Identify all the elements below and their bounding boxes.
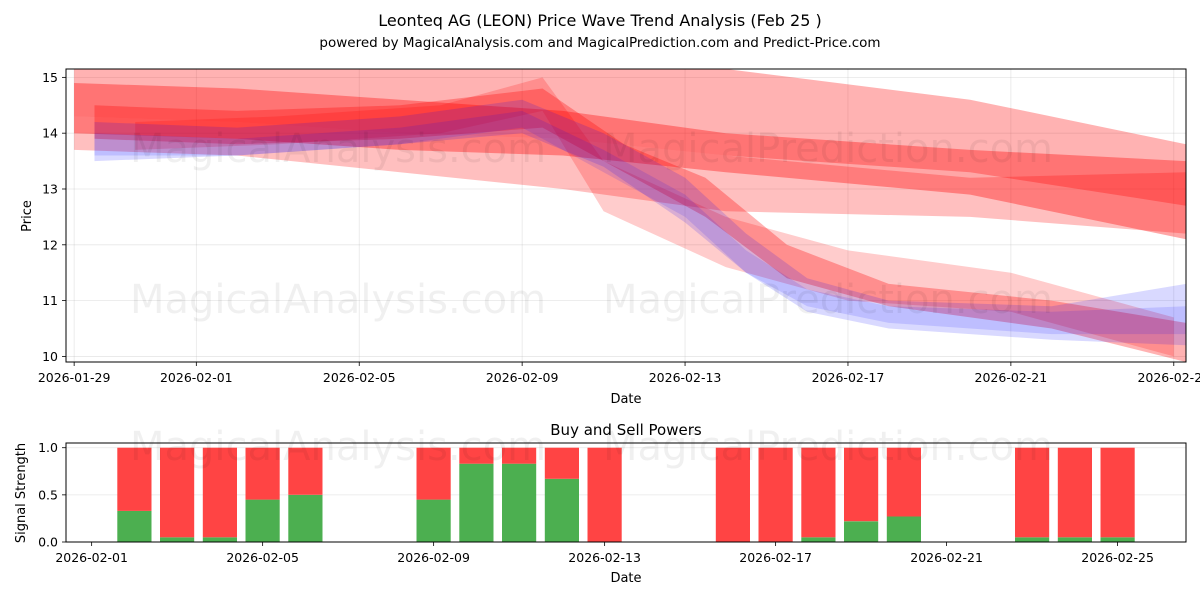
- watermark-bottom-left: MagicalAnalysis.com: [130, 424, 546, 470]
- price-wave-band-blue: [94, 110, 1186, 335]
- price-x-label: Date: [610, 392, 641, 407]
- price-wave-band-red: [135, 77, 1174, 357]
- signal-x-ticks: 2026-02-01 2026-02-05 2026-02-09 2026-02-13…: [55, 542, 1154, 565]
- buy-bar-2026-02-05: [245, 499, 280, 542]
- price-x-tick-label: 2026-02-09: [486, 370, 559, 385]
- price-wave-band-red: [74, 83, 1186, 240]
- signal-axes-frame: [65, 442, 1187, 543]
- sell-bar-2026-02-02: [117, 447, 152, 511]
- signal-x-tick-label: 2026-02-05: [226, 550, 299, 565]
- signal-x-tick-label: 2026-02-09: [397, 550, 470, 565]
- buy-bar-2026-02-02: [117, 510, 152, 542]
- price-y-tick-label: 12: [42, 237, 58, 252]
- chart-subtitle: powered by MagicalAnalysis.com and Magic…: [319, 35, 880, 51]
- price-y-tick-label: 15: [42, 70, 58, 85]
- buy-bar-2026-02-06: [288, 494, 323, 542]
- sell-bar-2026-02-13: [587, 447, 622, 542]
- buy-bar-2026-02-12: [544, 478, 579, 542]
- price-panel: MagicalAnalysis.com MagicalPrediction.co…: [20, 68, 1200, 407]
- buy-bar-2026-02-10: [459, 463, 494, 542]
- sell-bar-2026-02-17: [758, 447, 793, 542]
- signal-x-label: Date: [610, 571, 641, 586]
- sell-bar-2026-02-04: [202, 447, 237, 538]
- sell-bar-2026-02-20: [886, 447, 921, 517]
- signal-panel: Buy and Sell Powers MagicalAnalysis.com …: [14, 421, 1187, 586]
- sell-bar-2026-02-18: [801, 447, 836, 538]
- signal-x-tick-label: 2026-02-13: [568, 550, 641, 565]
- buy-bar-2026-02-20: [886, 516, 921, 542]
- price-x-tick-label: 2026-02-05: [323, 370, 396, 385]
- buy-bar-2026-02-19: [844, 521, 879, 542]
- signal-y-tick-label: 1.0: [38, 440, 58, 455]
- sell-bar-2026-02-10: [459, 447, 494, 464]
- sell-bar-2026-02-19: [844, 447, 879, 522]
- signal-y-label: Signal Strength: [14, 443, 29, 543]
- sell-bar-2026-02-24: [1057, 447, 1092, 538]
- price-x-ticks: 2026-01-29 2026-02-01 2026-02-05 2026-02-09…: [38, 362, 1200, 385]
- price-y-ticks: 10 11 12 13 14 15: [42, 70, 66, 364]
- sell-bar-2026-02-25: [1100, 447, 1135, 538]
- buy-bar-2026-02-24: [1057, 537, 1092, 542]
- price-wave-band-red: [74, 116, 1186, 234]
- price-y-tick-label: 11: [42, 293, 58, 308]
- signal-bars: [117, 447, 1135, 542]
- price-bands: [74, 69, 1186, 362]
- price-axes-frame: [65, 68, 1187, 363]
- buy-bar-2026-02-11: [502, 463, 537, 542]
- price-band-group: [74, 69, 1186, 362]
- signal-x-tick-label: 2026-02-01: [55, 550, 128, 565]
- sell-bar-2026-02-23: [1015, 447, 1050, 538]
- sell-bar-2026-02-03: [160, 447, 195, 538]
- signal-y-ticks: 0.0 0.5 1.0: [38, 440, 66, 550]
- signal-x-tick-label: 2026-02-21: [910, 550, 983, 565]
- sell-bar-2026-02-06: [288, 447, 323, 495]
- price-x-tick-label: 2026-01-29: [38, 370, 111, 385]
- price-x-tick-label: 2026-02-25: [1137, 370, 1200, 385]
- price-wave-band-red: [74, 69, 1186, 206]
- buy-bar-2026-02-03: [160, 537, 195, 542]
- buy-bar-2026-02-25: [1100, 537, 1135, 542]
- signal-title: Buy and Sell Powers: [550, 421, 702, 439]
- sell-bar-2026-02-09: [416, 447, 451, 500]
- watermark-mid-left: MagicalAnalysis.com: [130, 277, 546, 323]
- watermark-mid-right: MagicalPrediction.com: [603, 277, 1053, 323]
- buy-bar-2026-02-23: [1015, 537, 1050, 542]
- price-y-tick-label: 10: [42, 349, 58, 364]
- price-x-tick-label: 2026-02-13: [649, 370, 722, 385]
- watermark-bottom-right: MagicalPrediction.com: [603, 424, 1053, 470]
- price-y-tick-label: 14: [42, 126, 58, 141]
- watermark-top-left: MagicalAnalysis.com: [130, 126, 546, 172]
- price-wave-band-blue: [94, 99, 1186, 346]
- price-grid: [66, 69, 1186, 362]
- signal-x-tick-label: 2026-02-25: [1081, 550, 1154, 565]
- sell-bar-2026-02-11: [502, 447, 537, 464]
- price-y-label: Price: [20, 200, 35, 232]
- sell-bar-2026-02-05: [245, 447, 280, 500]
- buy-bar-2026-02-09: [416, 499, 451, 542]
- signal-x-tick-label: 2026-02-17: [739, 550, 812, 565]
- price-x-tick-label: 2026-02-01: [160, 370, 233, 385]
- price-x-tick-label: 2026-02-17: [812, 370, 885, 385]
- price-wave-band-red: [94, 88, 1186, 362]
- sell-bar-2026-02-12: [544, 447, 579, 479]
- chart-title: Leonteq AG (LEON) Price Wave Trend Analy…: [378, 11, 821, 30]
- watermark-top-right: MagicalPrediction.com: [603, 126, 1053, 172]
- sell-bar-2026-02-16: [715, 447, 750, 542]
- price-y-tick-label: 13: [42, 181, 58, 196]
- buy-bar-2026-02-04: [202, 537, 237, 542]
- signal-y-tick-label: 0.0: [38, 535, 58, 550]
- signal-y-tick-label: 0.5: [38, 487, 58, 502]
- price-x-tick-label: 2026-02-21: [975, 370, 1048, 385]
- buy-bar-2026-02-18: [801, 537, 836, 542]
